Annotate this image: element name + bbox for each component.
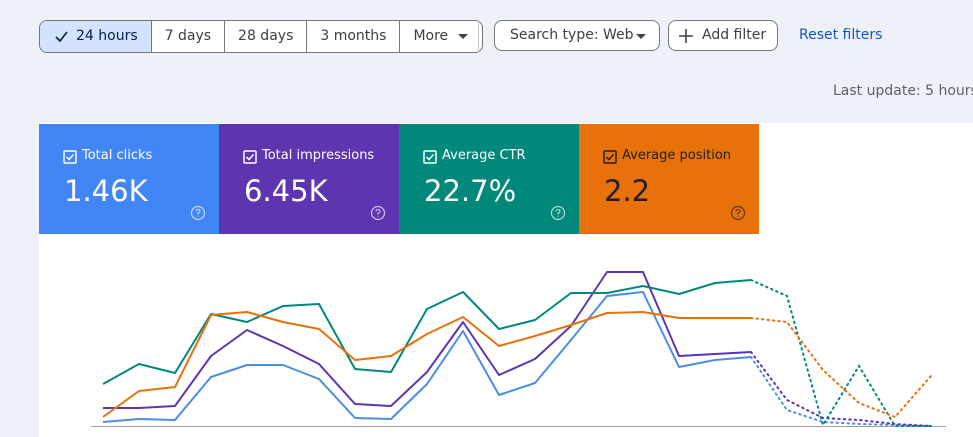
metric-card[interactable]: Average CTR 22.7% bbox=[399, 124, 579, 234]
metric-value: 2.2 bbox=[604, 174, 651, 208]
metric-value: 6.45K bbox=[244, 174, 328, 208]
partial-series-line bbox=[750, 279, 932, 428]
range-label: 24 hours bbox=[76, 28, 138, 44]
metric-label: Average position bbox=[622, 148, 732, 163]
range-28d[interactable]: 28 days bbox=[224, 21, 306, 52]
add-filter-button[interactable]: Add filter bbox=[668, 20, 778, 51]
metric-value: 1.46K bbox=[64, 174, 148, 208]
checkbox-box bbox=[63, 150, 77, 164]
metric-card[interactable]: Total clicks 1.46K bbox=[39, 124, 219, 234]
series-line bbox=[102, 291, 752, 423]
metric-card[interactable]: Total impressions 6.45K bbox=[219, 124, 399, 234]
date-range-selector: 24 hours 7 days 28 days 3 months More bbox=[39, 20, 484, 53]
range-label: 28 days bbox=[238, 28, 294, 44]
reset-filters[interactable]: Reset filters bbox=[799, 27, 883, 43]
checkbox-box bbox=[603, 150, 617, 164]
partial-series-line bbox=[750, 351, 932, 427]
help-icon bbox=[190, 205, 206, 221]
checkbox-check bbox=[65, 153, 75, 161]
metric-label: Average CTR bbox=[442, 148, 526, 163]
plus-icon bbox=[679, 29, 693, 43]
help-mark bbox=[375, 208, 381, 217]
checkbox-check bbox=[245, 153, 255, 161]
metric-label: Total clicks bbox=[82, 148, 153, 163]
checkbox bbox=[63, 150, 77, 164]
range-label: 7 days bbox=[164, 28, 212, 44]
range-label: 3 months bbox=[320, 28, 387, 44]
metric-label: Total impressions bbox=[262, 148, 375, 163]
help-circle bbox=[370, 205, 386, 221]
checkbox bbox=[243, 150, 257, 164]
range-more[interactable]: More bbox=[399, 21, 482, 52]
help-circle bbox=[550, 205, 566, 221]
check-icon bbox=[55, 31, 68, 43]
metric-card[interactable]: Average position 2.2 bbox=[579, 124, 759, 234]
search-type-label: Search type: Web bbox=[510, 27, 634, 43]
more-label: More bbox=[413, 28, 449, 44]
dropdown-arrow bbox=[458, 34, 469, 39]
dropdown-arrow bbox=[636, 34, 646, 39]
series-line bbox=[102, 311, 751, 418]
series-line bbox=[103, 271, 752, 409]
checkbox bbox=[423, 150, 437, 164]
help-circle bbox=[730, 205, 746, 221]
help-circle bbox=[190, 205, 206, 221]
checkbox bbox=[603, 150, 617, 164]
checkbox-check bbox=[425, 153, 435, 161]
divider bbox=[478, 20, 479, 52]
metric-value: 22.7% bbox=[424, 174, 517, 208]
help-mark bbox=[555, 208, 561, 217]
search-type-button[interactable]: Search type: Web bbox=[494, 20, 660, 51]
help-mark bbox=[735, 208, 741, 217]
partial-series-line bbox=[750, 356, 932, 427]
range-3m[interactable]: 3 months bbox=[306, 21, 399, 52]
help-mark bbox=[195, 208, 201, 217]
range-7d[interactable]: 7 days bbox=[150, 21, 224, 52]
help-icon bbox=[370, 205, 386, 221]
add-filter-label: Add filter bbox=[702, 27, 767, 43]
checkbox-box bbox=[423, 150, 437, 164]
help-icon bbox=[730, 205, 746, 221]
checkbox-check bbox=[605, 153, 615, 161]
partial-series-line bbox=[750, 317, 932, 419]
last-update: Last update: 5 hours bbox=[833, 83, 973, 99]
range-24h[interactable]: 24 hours bbox=[40, 21, 151, 52]
help-icon bbox=[550, 205, 566, 221]
checkbox-box bbox=[243, 150, 257, 164]
